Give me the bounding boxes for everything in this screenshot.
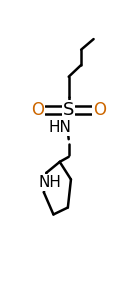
- Text: O: O: [31, 101, 44, 119]
- Text: S: S: [63, 101, 74, 119]
- Text: HN: HN: [49, 120, 72, 135]
- Text: O: O: [93, 101, 106, 119]
- Text: NH: NH: [39, 175, 62, 190]
